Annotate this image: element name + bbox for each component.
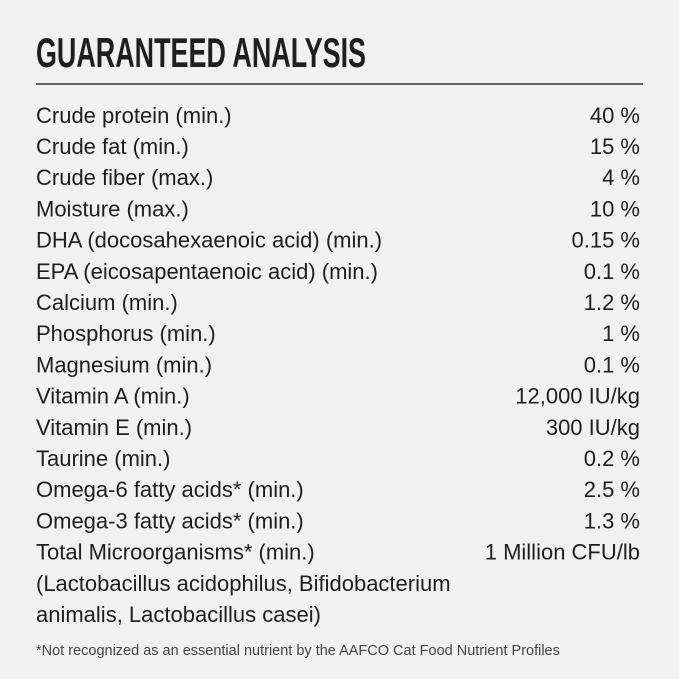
row-label: Vitamin E (min.) — [36, 415, 192, 440]
row-label: Total Microorganisms* (min.) — [36, 540, 315, 565]
row-value: 12,000 IU/kg — [515, 384, 640, 409]
row-label: Calcium (min.) — [36, 290, 178, 315]
row-value: 0.1 % — [584, 352, 640, 377]
row-value: 0.2 % — [584, 446, 640, 471]
row-detail: animalis, Lactobacillus casei) — [36, 602, 321, 627]
row-value: 1 Million CFU/lb — [485, 540, 640, 565]
row-label: Vitamin A (min.) — [36, 384, 190, 409]
row-value: 0.15 % — [572, 228, 641, 253]
row-value: 300 IU/kg — [546, 415, 640, 440]
row-value: 10 % — [590, 196, 640, 221]
row-label: Taurine (min.) — [36, 446, 170, 471]
row-detail: (Lactobacillus acidophilus, Bifidobacter… — [36, 571, 451, 596]
row-value: 2.5 % — [584, 477, 640, 502]
title: GUARANTEED ANALYSIS — [36, 29, 366, 76]
row-label: Crude fat (min.) — [36, 134, 189, 159]
row-label: Omega-6 fatty acids* (min.) — [36, 477, 304, 502]
row-value: 1.2 % — [584, 290, 640, 315]
row-label: EPA (eicosapentaenoic acid) (min.) — [36, 259, 378, 284]
row-value: 40 % — [590, 103, 640, 128]
row-label: Crude protein (min.) — [36, 103, 232, 128]
row-value: 15 % — [590, 134, 640, 159]
row-label: Moisture (max.) — [36, 196, 189, 221]
row-value: 0.1 % — [584, 259, 640, 284]
footnote: *Not recognized as an essential nutrient… — [36, 643, 560, 659]
row-value: 1.3 % — [584, 508, 640, 533]
rows: Crude protein (min.) 40 % Crude fat (min.)… — [36, 103, 640, 627]
row-value: 4 % — [602, 165, 640, 190]
row-label: DHA (docosahexaenoic acid) (min.) — [36, 228, 382, 253]
row-label: Omega-3 fatty acids* (min.) — [36, 508, 304, 533]
row-value: 1 % — [602, 321, 640, 346]
row-label: Phosphorus (min.) — [36, 321, 216, 346]
row-label: Magnesium (min.) — [36, 352, 212, 377]
row-label: Crude fiber (max.) — [36, 165, 213, 190]
